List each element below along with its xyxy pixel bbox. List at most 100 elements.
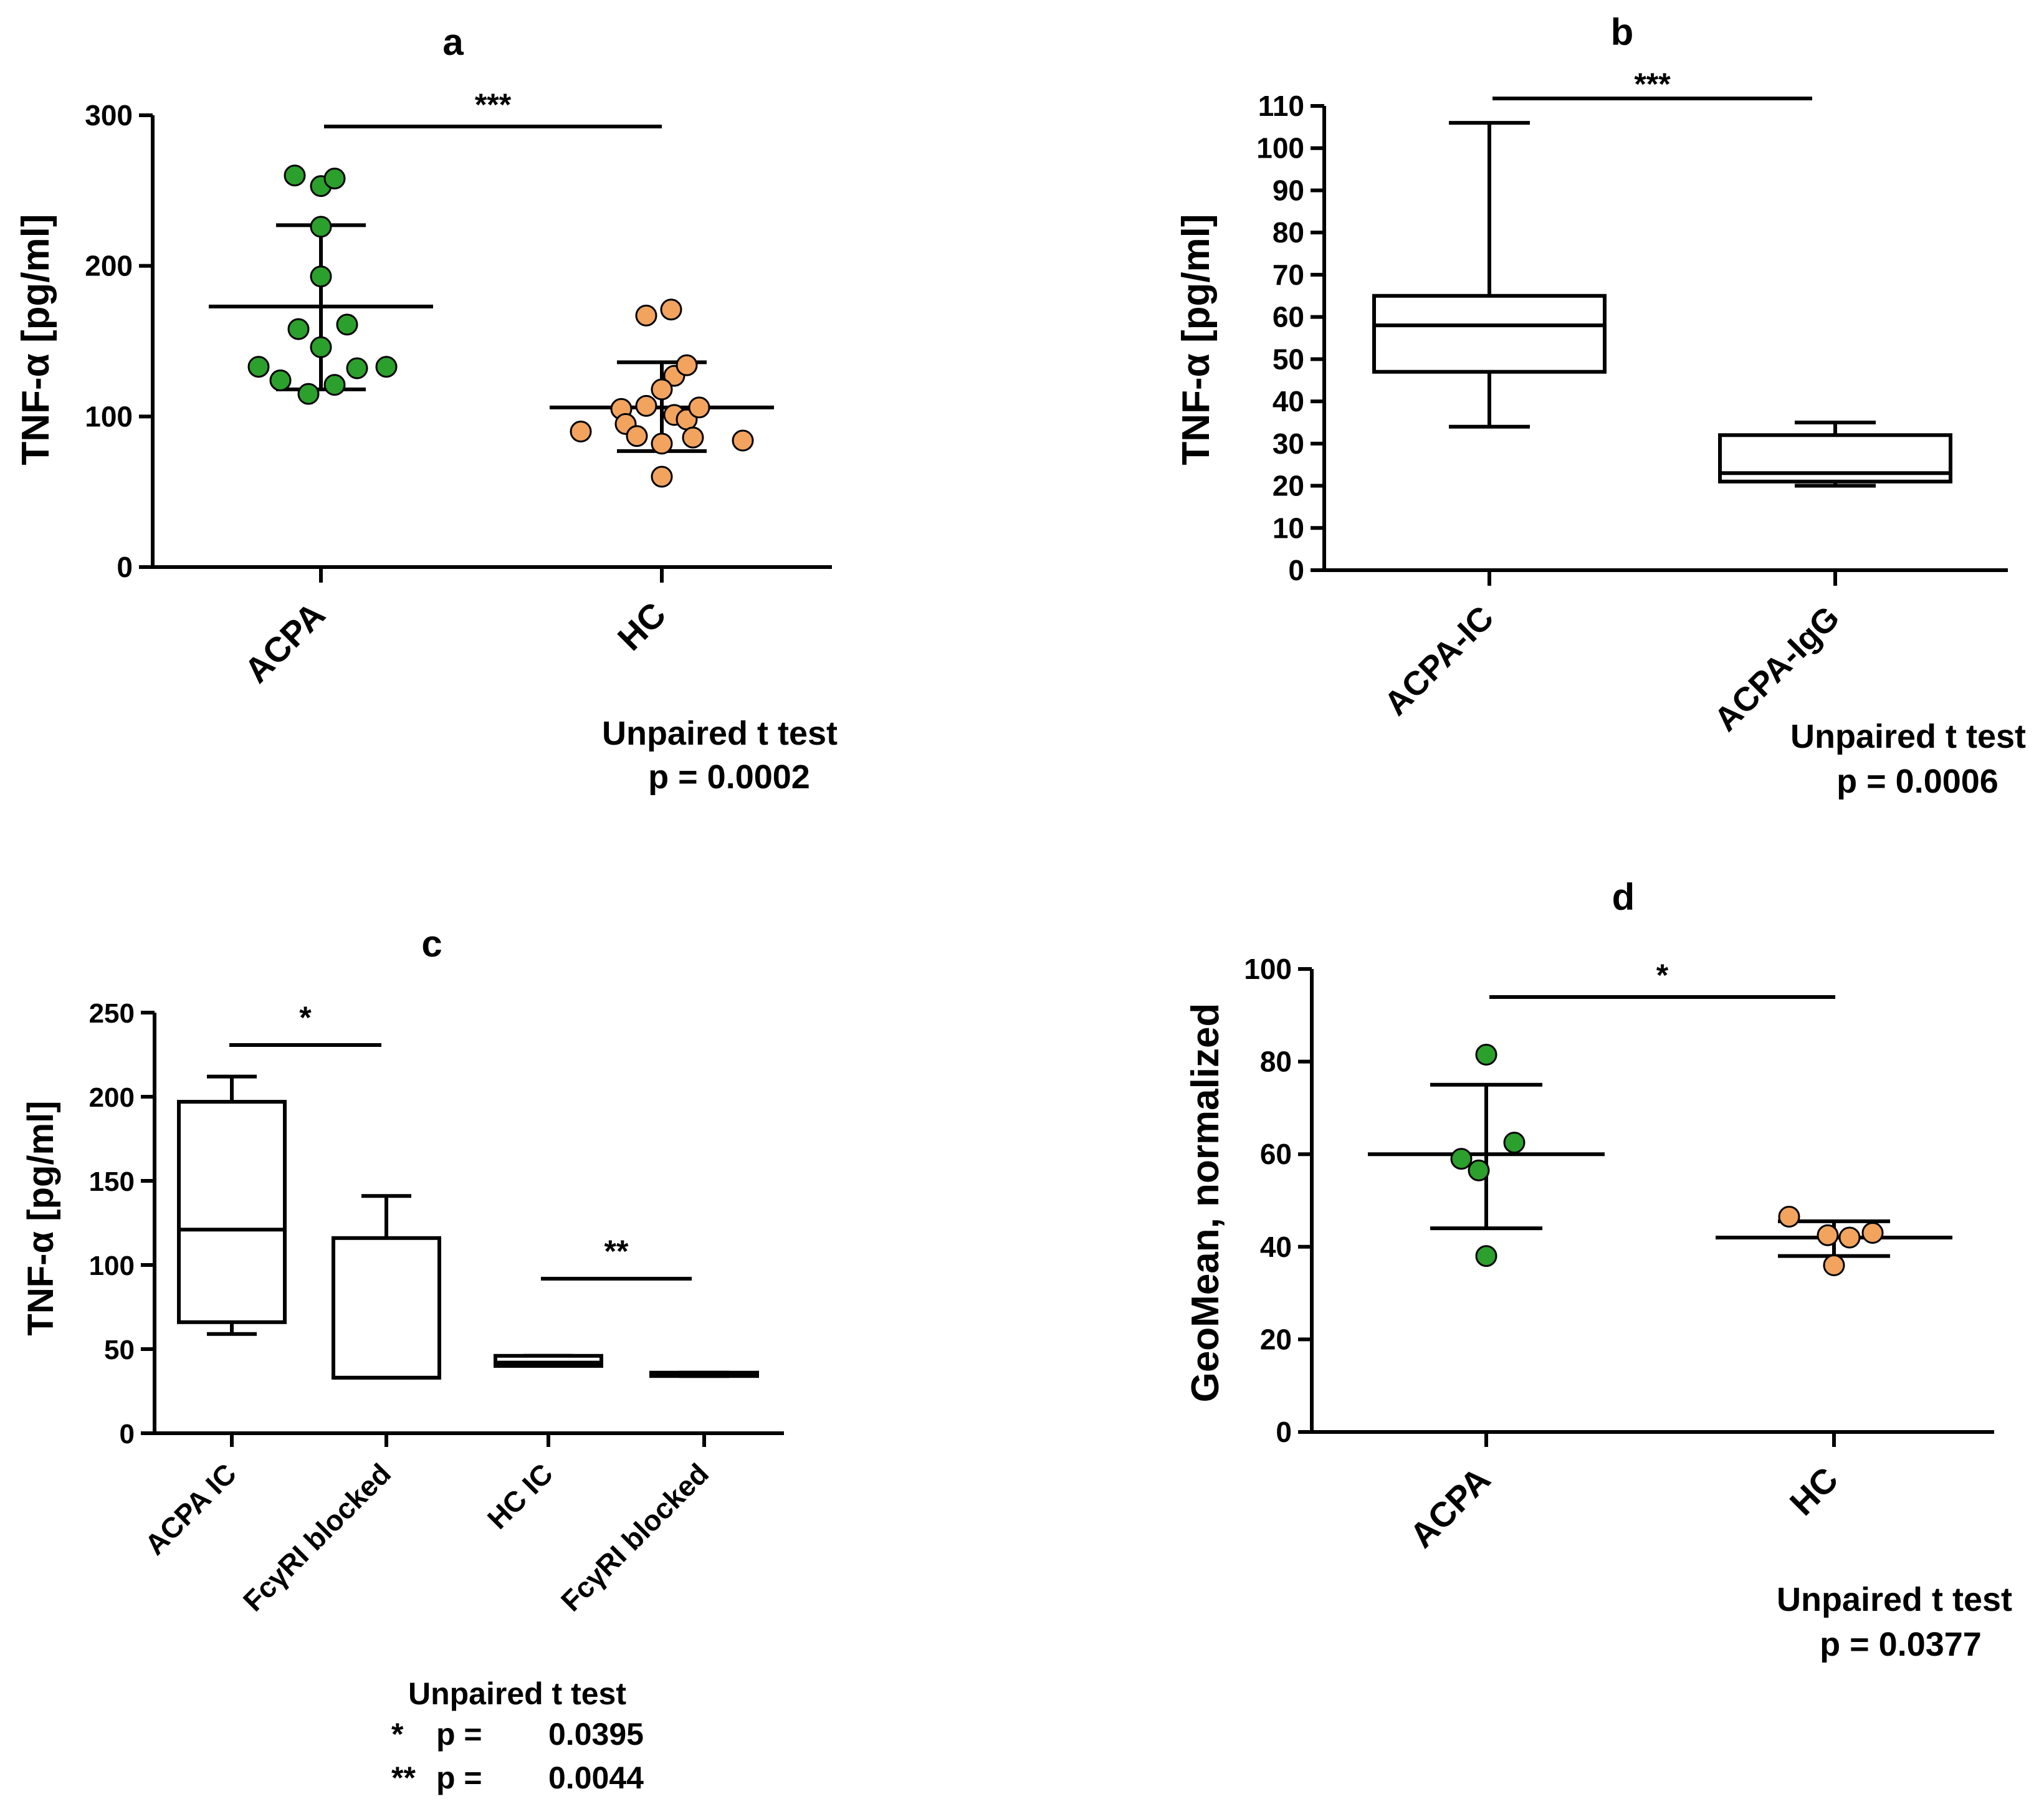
- y-tick-label: 10: [1273, 512, 1304, 544]
- panel-c-ylabel: TNF-α [pg/ml]: [21, 1100, 61, 1335]
- data-point: [660, 298, 682, 321]
- data-point: [284, 165, 306, 187]
- data-point: [1475, 1245, 1497, 1267]
- panel-d-significance: *: [1489, 958, 1835, 999]
- panel-a-test-name: Unpaired t test: [602, 715, 838, 752]
- data-point: [1778, 1206, 1800, 1228]
- data-point: [570, 421, 592, 442]
- y-tick-label: 30: [1273, 427, 1304, 460]
- data-point: [310, 265, 332, 288]
- data-point: [688, 396, 710, 419]
- panel-c-x-label-acpa-ic: ACPA IC: [138, 1457, 242, 1561]
- data-point: [635, 394, 657, 417]
- panel-c-x-label-hc-ic: HC IC: [481, 1457, 559, 1535]
- data-point: [651, 432, 673, 455]
- y-tick-label: 60: [1273, 301, 1304, 333]
- data-point: [310, 216, 332, 238]
- significance-label: *: [299, 1000, 312, 1035]
- data-point: [1503, 1132, 1526, 1154]
- data-point: [1861, 1222, 1884, 1244]
- data-point: [247, 356, 270, 378]
- panel-b-label: b: [1611, 11, 1634, 53]
- y-tick-label: 80: [1260, 1046, 1292, 1078]
- panel-a: a TNF-α [pg/ml] 0 100 200 300 ACPA HC *** U…: [14, 21, 838, 796]
- y-tick-label: 50: [1273, 343, 1304, 375]
- data-point: [626, 425, 648, 447]
- y-tick-label: 100: [1256, 132, 1304, 165]
- y-tick-label: 100: [1244, 953, 1292, 985]
- significance-label: ***: [1634, 67, 1671, 102]
- panel-c-stat-value-1: 0.0395: [548, 1717, 644, 1752]
- panel-d-test-name: Unpaired t test: [1777, 1581, 2012, 1618]
- significance-label: *: [1656, 958, 1669, 993]
- y-tick-label: 250: [89, 998, 135, 1029]
- y-tick-label: 40: [1260, 1231, 1292, 1263]
- y-tick-label: 200: [89, 1082, 135, 1113]
- data-point: [1838, 1226, 1861, 1249]
- panel-b: b TNF-α [pg/ml] 0 10 20 30 40 50 60 70 80 90 100 11…: [1175, 11, 2026, 800]
- panel-c-x-label-fcgri-blocked-1: FcγRI blocked: [237, 1457, 397, 1617]
- y-tick-label: 100: [85, 400, 133, 432]
- panel-c-stat-p-2: p =: [436, 1760, 482, 1795]
- panel-d-ylabel: GeoMean, normalized: [1184, 1003, 1227, 1403]
- panel-a-significance: ***: [324, 87, 662, 128]
- panel-b-test-name: Unpaired t test: [1790, 718, 2026, 755]
- panel-b-x-label-acpa-ic: ACPA-IC: [1377, 599, 1501, 723]
- panel-c-y-axis: 0 50 100 150 200 250: [89, 998, 155, 1449]
- panel-d-p-value: p = 0.0377: [1820, 1626, 1982, 1663]
- box: [177, 1100, 287, 1324]
- panel-c-x-label-fcgri-blocked-2: FcγRI blocked: [555, 1457, 715, 1617]
- panel-b-significance: ***: [1492, 67, 1812, 102]
- data-point: [635, 304, 657, 327]
- panel-d-points: [1450, 1043, 1884, 1277]
- data-point: [323, 374, 346, 396]
- y-tick-label: 0: [1288, 554, 1304, 586]
- panel-a-p-value: p = 0.0002: [648, 758, 810, 796]
- panel-a-points: [247, 165, 754, 488]
- panel-b-p-value: p = 0.0006: [1836, 763, 1999, 800]
- data-point: [346, 357, 368, 379]
- y-tick-label: 110: [1258, 90, 1304, 122]
- data-point: [375, 356, 398, 378]
- panel-b-y-axis: 0 10 20 30 40 50 60 70 80 90 100 110: [1256, 90, 1324, 586]
- panel-b-boxes: [1372, 121, 1952, 488]
- y-tick-label: 200: [85, 250, 133, 282]
- y-tick-label: 40: [1273, 385, 1304, 418]
- panel-c-stat-p-1: p =: [436, 1717, 482, 1752]
- panel-d-x-label-acpa: ACPA: [1402, 1459, 1498, 1555]
- y-tick-label: 150: [89, 1167, 135, 1197]
- panel-a-y-axis: 0 100 200 300: [85, 99, 153, 583]
- data-point: [1823, 1254, 1845, 1277]
- data-point: [336, 313, 358, 336]
- y-tick-label: 0: [1276, 1416, 1292, 1448]
- panel-a-x-label-hc: HC: [610, 594, 674, 658]
- data-point: [682, 426, 704, 449]
- panel-a-ylabel: TNF-α [pg/ml]: [14, 214, 57, 465]
- data-point: [651, 465, 673, 488]
- box: [1372, 294, 1607, 374]
- data-point: [1817, 1224, 1839, 1246]
- y-tick-label: 90: [1273, 174, 1304, 206]
- panel-b-ylabel: TNF-α [pg/ml]: [1175, 214, 1218, 465]
- y-tick-label: 70: [1273, 259, 1304, 291]
- panel-c-stat-value-2: 0.0044: [548, 1760, 644, 1795]
- data-point: [651, 378, 673, 401]
- y-tick-label: 50: [104, 1335, 135, 1365]
- panel-c-significance: ***: [229, 1000, 692, 1281]
- y-tick-label: 0: [117, 551, 133, 583]
- significance-label: ***: [475, 87, 512, 122]
- data-point: [310, 336, 332, 358]
- panel-d-label: d: [1612, 876, 1635, 918]
- panel-c-stat-mark-2: **: [391, 1760, 416, 1795]
- panel-d-y-axis: 0 20 40 60 80 100: [1244, 953, 1312, 1448]
- y-tick-label: 0: [120, 1419, 135, 1449]
- panel-a-x-label-acpa: ACPA: [237, 594, 333, 690]
- data-point: [1450, 1148, 1473, 1170]
- data-point: [676, 354, 698, 376]
- panel-a-label: a: [442, 21, 464, 63]
- panel-c-test-name: Unpaired t test: [408, 1676, 626, 1711]
- data-point: [732, 429, 754, 452]
